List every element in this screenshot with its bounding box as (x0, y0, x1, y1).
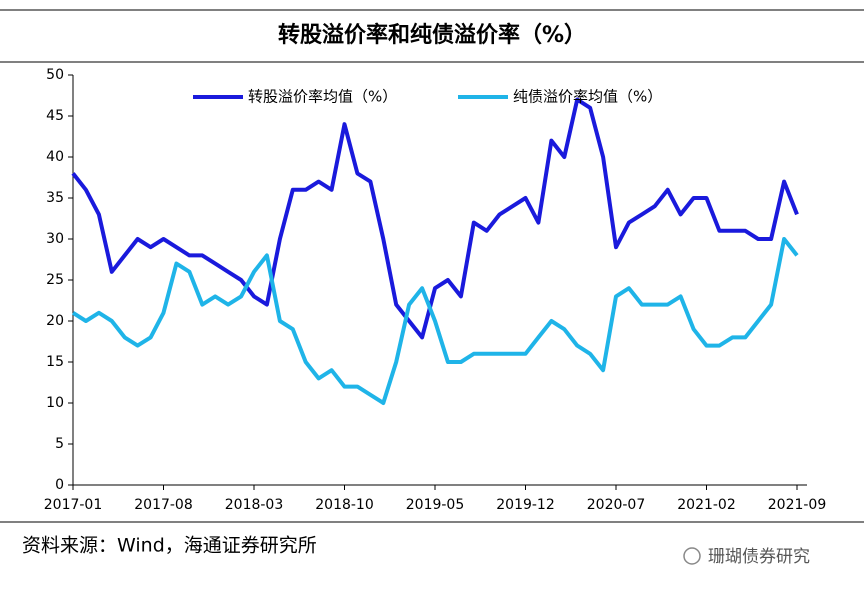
series-line (71, 97, 799, 340)
x-tick-label: 2018-10 (315, 497, 374, 513)
y-tick-label: 5 (55, 436, 64, 452)
legend-label: 纯债溢价率均值（%） (513, 88, 662, 106)
x-tick-label: 2018-03 (225, 497, 284, 513)
x-tick-label: 2021-02 (677, 497, 736, 513)
y-tick-label: 35 (46, 190, 64, 206)
x-tick-label: 2017-01 (44, 497, 103, 513)
y-tick-label: 50 (46, 67, 64, 83)
x-tick-label: 2021-09 (768, 497, 827, 513)
x-tick-label: 2019-05 (406, 497, 465, 513)
series-line (71, 237, 799, 405)
x-tick-label: 2019-12 (496, 497, 555, 513)
y-tick-label: 30 (46, 231, 64, 247)
y-tick-label: 15 (46, 354, 64, 370)
x-tick-label: 2017-08 (134, 497, 193, 513)
watermark: 珊瑚债券研究 (708, 547, 810, 567)
legend-label: 转股溢价率均值（%） (248, 88, 397, 106)
y-tick-label: 20 (46, 313, 64, 329)
y-tick-label: 25 (46, 272, 64, 288)
y-tick-label: 0 (55, 477, 64, 493)
watermark-icon (683, 547, 701, 565)
y-tick-label: 10 (46, 395, 64, 411)
x-tick-label: 2020-07 (587, 497, 646, 513)
source: 资料来源：Wind，海通证券研究所 (22, 535, 317, 557)
y-tick-label: 45 (46, 108, 64, 124)
chart-title: 转股溢价率和纯债溢价率（%） (278, 22, 586, 48)
y-tick-label: 40 (46, 149, 64, 165)
